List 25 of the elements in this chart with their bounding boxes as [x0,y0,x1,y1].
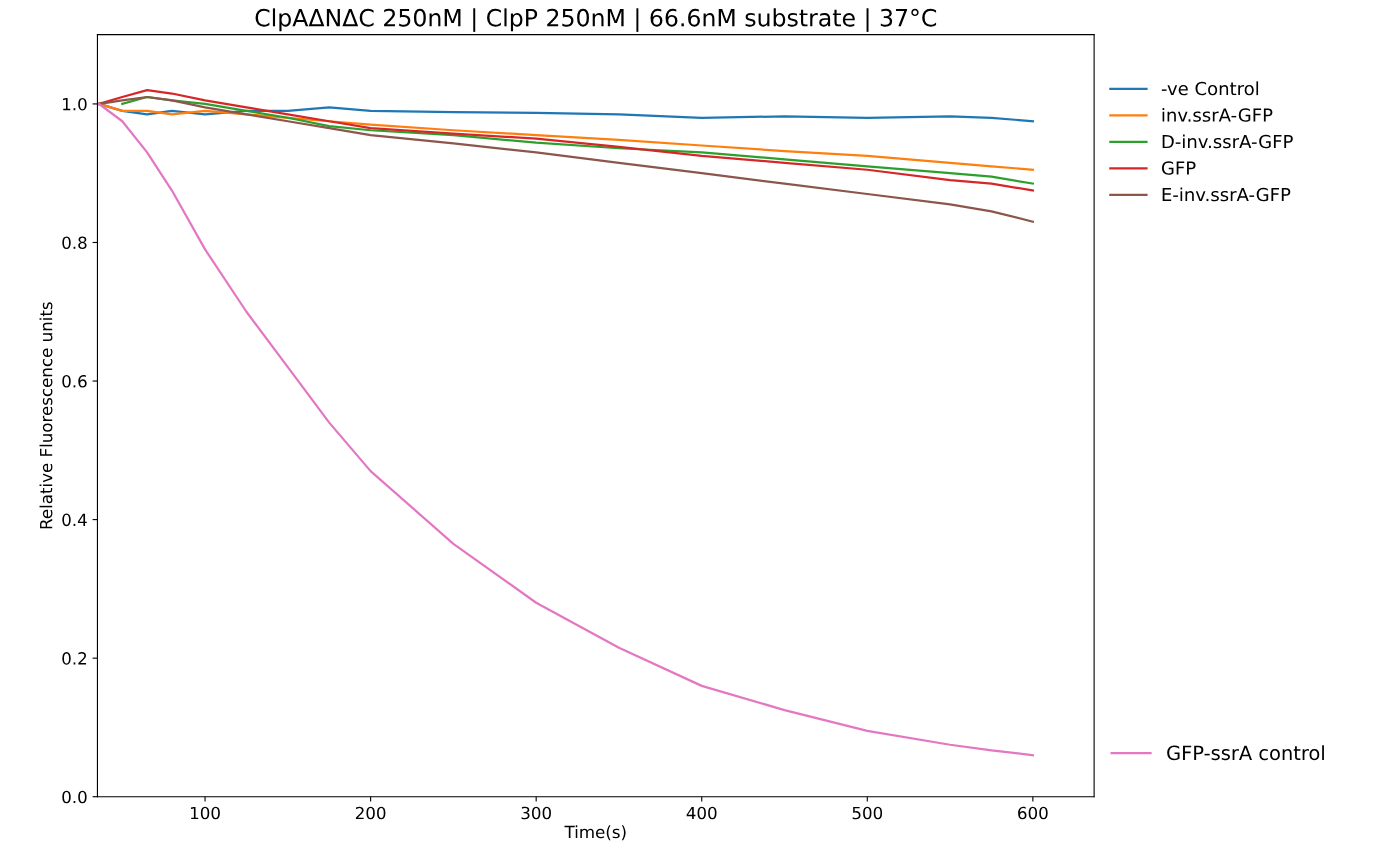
chart-title: ClpAΔNΔC 250nM | ClpP 250nM | 66.6nM substrate | 37°C [255,8,937,32]
legend-label: inv.ssrA-GFP [1162,107,1273,122]
legend-label: GFP [1161,161,1196,175]
x-tick-label: 200 [355,806,386,820]
y-tick-label: 0.6 [62,375,87,388]
legend-label: D-inv.ssrA-GFP [1162,134,1293,149]
legend-label: GFP-ssrA control [1167,745,1324,761]
y-axis-title: Relative Fluorescence units [39,302,53,529]
line-series [121,95,1034,185]
y-tick-label: 1.0 [63,97,87,111]
x-tick-label: 100 [190,806,220,820]
y-tick-label: 0.0 [62,790,87,804]
x-tick-label: 300 [521,806,551,820]
y-tick-label: 0.2 [62,652,87,665]
legend-label: E-inv.ssrA-GFP [1162,187,1291,202]
line-series [97,102,1034,757]
line-series [97,95,1034,223]
x-tick-label: 400 [686,806,717,820]
y-tick-label: 0.4 [62,513,87,527]
x-tick-label: 600 [1018,806,1048,820]
legend-label: -ve Control [1161,81,1259,96]
x-axis-title: Time(s) [564,825,626,841]
y-tick-label: 0.8 [62,236,87,250]
x-tick-label: 500 [852,806,883,820]
line-series [97,88,1034,192]
